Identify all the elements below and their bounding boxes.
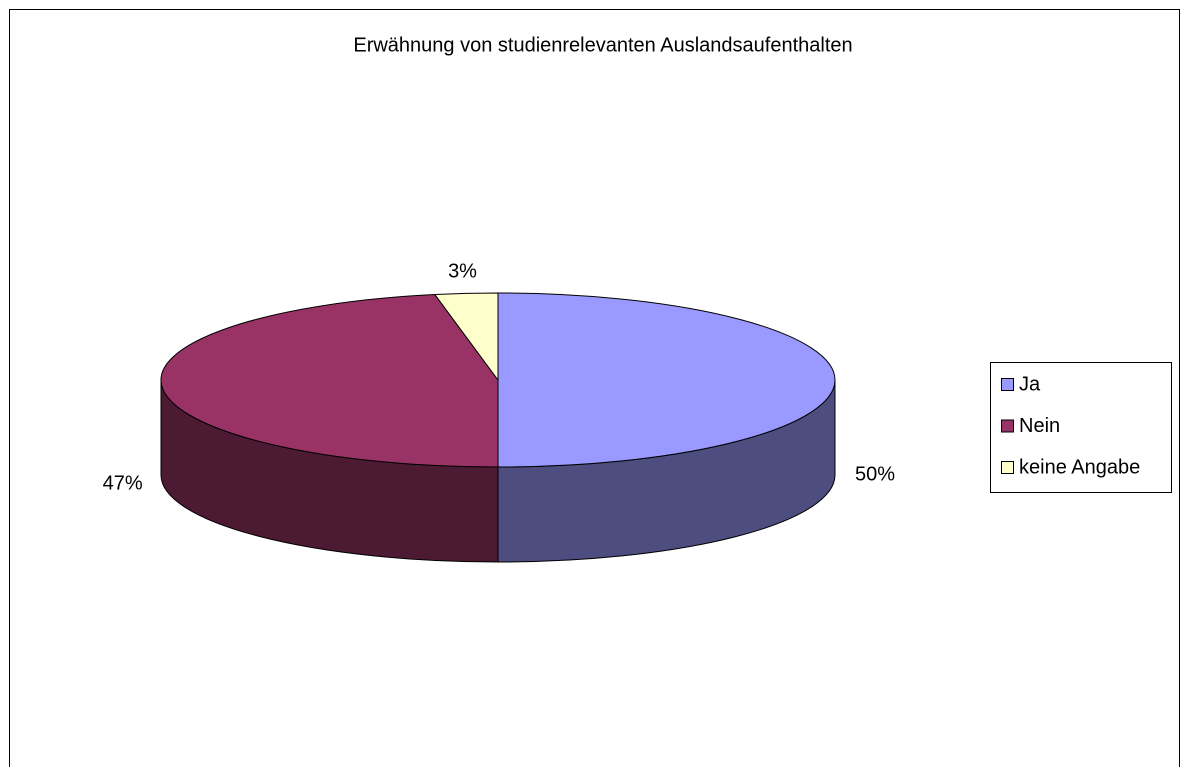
legend-label: keine Angabe — [1019, 456, 1140, 478]
chart-title: Erwähnung von studienrelevanten Auslands… — [353, 34, 852, 56]
legend-swatch — [1001, 461, 1014, 474]
pie-slice — [160, 294, 499, 468]
pie-slice — [433, 292, 499, 382]
data-label: 3% — [448, 261, 477, 283]
legend-label: Ja — [1019, 373, 1041, 395]
legend-box — [990, 362, 1172, 493]
data-label: 50% — [855, 463, 895, 485]
pie-slice — [497, 292, 836, 468]
legend-swatch — [1001, 378, 1014, 391]
data-label: 47% — [103, 473, 143, 495]
legend-swatch — [1001, 419, 1014, 433]
legend-label: Nein — [1019, 415, 1060, 437]
